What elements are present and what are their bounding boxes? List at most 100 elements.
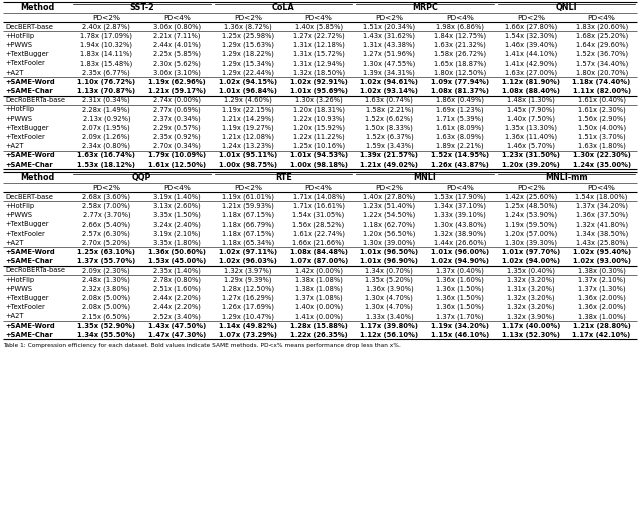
- Text: PD<4%: PD<4%: [163, 14, 191, 20]
- Text: 1.28x (15.88%): 1.28x (15.88%): [290, 323, 348, 329]
- Text: 1.29x (18.22%): 1.29x (18.22%): [222, 51, 274, 58]
- Text: 1.22x (11.22%): 1.22x (11.22%): [292, 134, 344, 140]
- Text: MNLI-mm: MNLI-mm: [545, 173, 588, 182]
- Text: 1.52x (14.95%): 1.52x (14.95%): [431, 152, 489, 158]
- Text: 1.23x (51.40%): 1.23x (51.40%): [364, 203, 415, 209]
- Text: 1.47x (47.30%): 1.47x (47.30%): [148, 332, 206, 338]
- Text: 1.34x (0.70%): 1.34x (0.70%): [365, 267, 413, 274]
- Text: 1.33x (3.40%): 1.33x (3.40%): [365, 313, 413, 320]
- Text: 1.37x (34.20%): 1.37x (34.20%): [575, 203, 628, 209]
- Text: 2.51x (1.60%): 2.51x (1.60%): [153, 286, 201, 292]
- Text: 1.24x (13.23%): 1.24x (13.23%): [222, 143, 274, 150]
- Text: 1.40x (5.85%): 1.40x (5.85%): [294, 23, 342, 30]
- Text: 1.29x (22.44%): 1.29x (22.44%): [222, 69, 274, 76]
- Text: PD<4%: PD<4%: [588, 14, 616, 20]
- Text: 1.18x (66.79%): 1.18x (66.79%): [222, 221, 274, 228]
- Text: 1.02x (95.40%): 1.02x (95.40%): [573, 249, 630, 255]
- Text: 1.58x (26.72%): 1.58x (26.72%): [434, 51, 486, 58]
- Text: 1.37x (2.10%): 1.37x (2.10%): [578, 276, 625, 283]
- Text: 1.21x (12.08%): 1.21x (12.08%): [222, 134, 274, 140]
- Text: 1.71x (5.39%): 1.71x (5.39%): [436, 116, 484, 122]
- Text: 1.56x (2.90%): 1.56x (2.90%): [578, 116, 625, 122]
- Text: +SAME-Word: +SAME-Word: [5, 79, 54, 85]
- Text: 1.40x (0.00%): 1.40x (0.00%): [294, 304, 342, 310]
- Text: 1.86x (0.49%): 1.86x (0.49%): [436, 97, 484, 103]
- Text: 3.19x (2.10%): 3.19x (2.10%): [154, 231, 201, 237]
- Text: 1.43x (47.50%): 1.43x (47.50%): [148, 323, 206, 329]
- Text: 1.36x (1.50%): 1.36x (1.50%): [436, 304, 484, 310]
- Text: +TextBugger: +TextBugger: [5, 295, 49, 301]
- Text: 1.13x (52.30%): 1.13x (52.30%): [502, 332, 560, 338]
- Text: DecBERT-base: DecBERT-base: [5, 23, 53, 30]
- Text: 2.58x (7.00%): 2.58x (7.00%): [83, 203, 131, 209]
- Text: DecRoBERTa-base: DecRoBERTa-base: [5, 267, 65, 273]
- Text: 1.21x (59.93%): 1.21x (59.93%): [222, 203, 274, 209]
- Text: DecBERT-base: DecBERT-base: [5, 194, 53, 200]
- Text: 1.53x (18.12%): 1.53x (18.12%): [77, 161, 136, 167]
- Text: 1.83x (15.48%): 1.83x (15.48%): [80, 60, 132, 67]
- Text: 1.02x (94.61%): 1.02x (94.61%): [360, 79, 419, 85]
- Text: 1.37x (1.08%): 1.37x (1.08%): [295, 295, 342, 301]
- Text: 1.56x (28.52%): 1.56x (28.52%): [292, 221, 345, 228]
- Text: 1.41x (42.90%): 1.41x (42.90%): [505, 60, 557, 67]
- Text: 1.35x (5.20%): 1.35x (5.20%): [365, 276, 413, 283]
- Text: 2.40x (2.87%): 2.40x (2.87%): [83, 23, 131, 30]
- Text: 1.42x (25.60%): 1.42x (25.60%): [505, 193, 557, 200]
- Text: 1.61x (12.50%): 1.61x (12.50%): [148, 161, 206, 167]
- Text: 1.44x (26.60%): 1.44x (26.60%): [434, 240, 486, 246]
- Text: 2.68x (3.60%): 2.68x (3.60%): [83, 193, 131, 200]
- Text: PD<4%: PD<4%: [305, 185, 333, 191]
- Text: 1.61x (0.40%): 1.61x (0.40%): [578, 97, 626, 103]
- Text: +SAME-Word: +SAME-Word: [5, 323, 54, 329]
- Text: 1.07x (87.00%): 1.07x (87.00%): [289, 258, 348, 264]
- Text: 1.45x (7.90%): 1.45x (7.90%): [507, 106, 555, 112]
- Text: 1.08x (84.48%): 1.08x (84.48%): [290, 249, 348, 255]
- Text: 1.51x (20.34%): 1.51x (20.34%): [364, 23, 415, 30]
- Text: 1.29x (9.39%): 1.29x (9.39%): [224, 276, 271, 283]
- Text: 1.34x (55.50%): 1.34x (55.50%): [77, 332, 136, 338]
- Text: 1.18x (62.70%): 1.18x (62.70%): [364, 221, 415, 228]
- Text: +TextBugger: +TextBugger: [5, 125, 49, 131]
- Text: +A2T: +A2T: [5, 314, 24, 320]
- Text: 1.63x (16.74%): 1.63x (16.74%): [77, 152, 136, 158]
- Text: 1.30x (3.26%): 1.30x (3.26%): [295, 97, 342, 103]
- Text: 1.31x (43.38%): 1.31x (43.38%): [364, 42, 415, 48]
- Text: 1.12x (81.90%): 1.12x (81.90%): [502, 79, 560, 85]
- Text: 1.50x (4.00%): 1.50x (4.00%): [577, 125, 626, 131]
- Text: 2.35x (0.92%): 2.35x (0.92%): [153, 134, 201, 140]
- Text: 1.08x (88.40%): 1.08x (88.40%): [502, 88, 560, 94]
- Text: 1.37x (1.70%): 1.37x (1.70%): [436, 313, 484, 320]
- Text: 1.25x (25.98%): 1.25x (25.98%): [222, 33, 274, 39]
- Text: 1.27x (51.96%): 1.27x (51.96%): [364, 51, 415, 58]
- Text: 2.35x (1.40%): 2.35x (1.40%): [153, 267, 201, 274]
- Text: 1.53x (17.90%): 1.53x (17.90%): [434, 193, 486, 200]
- Text: 1.19x (62.96%): 1.19x (62.96%): [148, 79, 206, 85]
- Text: Method: Method: [20, 3, 54, 12]
- Text: 1.31x (15.72%): 1.31x (15.72%): [292, 51, 344, 58]
- Text: 1.58x (2.21%): 1.58x (2.21%): [365, 106, 413, 112]
- Text: 2.44x (2.20%): 2.44x (2.20%): [153, 304, 201, 310]
- Text: 1.32x (3.97%): 1.32x (3.97%): [224, 267, 271, 274]
- Text: 2.09x (2.30%): 2.09x (2.30%): [83, 267, 131, 274]
- Text: 1.71x (14.08%): 1.71x (14.08%): [292, 193, 345, 200]
- Text: PD<2%: PD<2%: [376, 14, 403, 20]
- Text: 2.52x (3.40%): 2.52x (3.40%): [153, 313, 201, 320]
- Text: +SAME-Word: +SAME-Word: [5, 249, 54, 255]
- Text: 1.34x (38.50%): 1.34x (38.50%): [575, 231, 628, 237]
- Text: RTE: RTE: [275, 173, 292, 182]
- Text: 2.70x (5.20%): 2.70x (5.20%): [83, 240, 131, 246]
- Text: 1.80x (20.70%): 1.80x (20.70%): [575, 69, 628, 76]
- Text: 2.08x (5.00%): 2.08x (5.00%): [83, 304, 131, 310]
- Text: +TextFooler: +TextFooler: [5, 61, 45, 66]
- Text: 1.36x (37.50%): 1.36x (37.50%): [575, 212, 628, 218]
- Text: MNLI: MNLI: [413, 173, 436, 182]
- Text: 1.36x (1.50%): 1.36x (1.50%): [436, 295, 484, 301]
- Text: 1.54x (32.30%): 1.54x (32.30%): [505, 33, 557, 39]
- Text: PD<4%: PD<4%: [163, 185, 191, 191]
- Text: Table 1: Compression efficiency for each dataset. Bold values indicate SAME meth: Table 1: Compression efficiency for each…: [3, 344, 401, 348]
- Text: 1.31x (12.94%): 1.31x (12.94%): [292, 60, 344, 67]
- Text: 1.30x (4.70%): 1.30x (4.70%): [365, 304, 413, 310]
- Text: +TextBugger: +TextBugger: [5, 221, 49, 228]
- Text: 2.29x (0.57%): 2.29x (0.57%): [153, 125, 201, 131]
- Text: PD<2%: PD<2%: [234, 185, 262, 191]
